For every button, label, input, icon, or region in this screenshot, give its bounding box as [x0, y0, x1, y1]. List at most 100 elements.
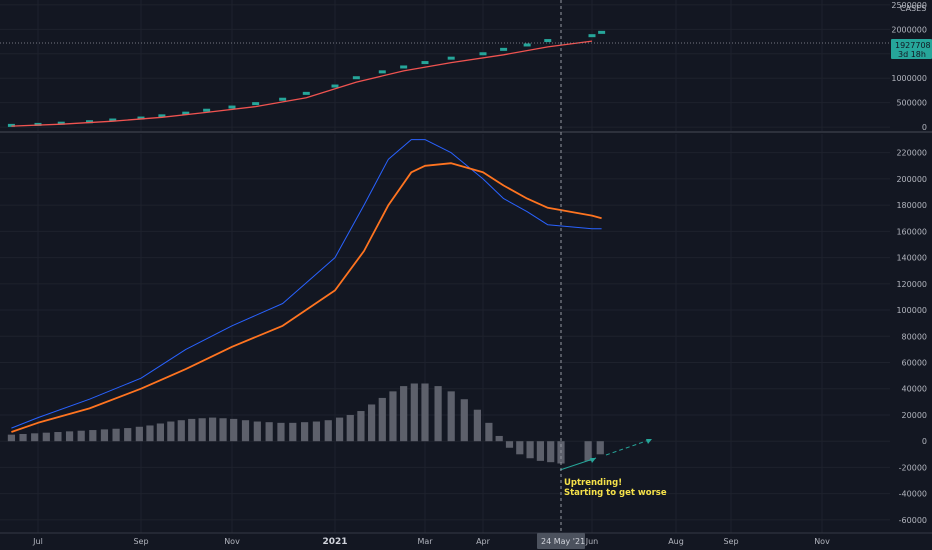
histogram-bar: [301, 422, 309, 442]
bottom-y-tick: -40000: [899, 490, 927, 499]
trend-arrows: [559, 438, 653, 471]
histogram-bar: [146, 425, 154, 442]
cases-bar: [598, 30, 606, 34]
crosshair-date: 24 May '21: [541, 537, 585, 546]
cases-line: [11, 40, 593, 127]
bottom-y-tick: 40000: [902, 385, 927, 394]
cases-bar: [352, 76, 360, 80]
histogram-bar: [124, 428, 132, 442]
bottom-pane[interactable]: [0, 134, 890, 533]
histogram-bar: [584, 441, 592, 461]
top-y-tick: 0: [922, 123, 927, 132]
cases-bar: [252, 102, 260, 106]
crosshair-label: 24 May '21: [537, 533, 585, 549]
histogram-bar: [219, 418, 227, 442]
histogram-bar: [473, 409, 481, 442]
x-tick: Jun: [585, 537, 599, 546]
top-y-tick: 500000: [896, 99, 927, 108]
histogram-bar: [89, 430, 97, 442]
bottom-y-tick: 60000: [902, 359, 927, 368]
histogram-bar: [198, 418, 206, 442]
cases-bar: [7, 123, 15, 127]
annotation-starting-worse: Starting to get worse: [564, 488, 667, 498]
histogram-bar: [177, 420, 185, 442]
bottom-y-tick: 180000: [896, 201, 927, 210]
histogram-bar: [410, 383, 418, 442]
cases-bar: [109, 118, 117, 122]
histogram-bar: [447, 391, 455, 442]
price-badge: 1927708 3d 18h: [891, 39, 932, 59]
cases-bar: [137, 116, 145, 120]
histogram-bar: [357, 411, 365, 442]
crosshair-label-bg: [537, 533, 585, 549]
histogram-bar: [526, 441, 534, 459]
x-tick: Sep: [723, 537, 738, 546]
arrow-dashed: [605, 438, 653, 456]
annotation-uptrending: Uptrending!: [564, 478, 622, 488]
top-pane[interactable]: [0, 0, 890, 131]
histogram-bar: [400, 386, 408, 442]
histogram-bar: [253, 421, 261, 442]
histogram-bars: [7, 383, 604, 464]
cases-bar: [400, 65, 408, 69]
bottom-y-tick: 0: [922, 437, 927, 446]
histogram-bar: [230, 418, 238, 442]
histogram-bar: [42, 432, 50, 442]
axis-header: CASES: [900, 4, 926, 13]
histogram-bar: [596, 441, 604, 455]
cases-bar: [500, 47, 508, 51]
histogram-bar: [265, 422, 273, 442]
top-y-tick: 2000000: [891, 25, 927, 34]
histogram-bar: [54, 432, 62, 442]
histogram-bar: [516, 441, 524, 455]
histogram-bar: [378, 397, 386, 442]
bottom-y-tick: 100000: [896, 306, 927, 315]
histogram-bar: [209, 417, 217, 442]
arrow-solid: [559, 457, 597, 471]
x-tick: Nov: [224, 537, 240, 546]
cases-bar: [86, 120, 93, 124]
x-tick: Sep: [133, 537, 148, 546]
histogram-bar: [434, 386, 442, 442]
cases-bar: [158, 114, 166, 118]
histogram-bar: [19, 433, 27, 442]
histogram-bar: [156, 423, 164, 442]
bottom-y-axis[interactable]: -60000 -40000 -20000 0 20000 40000 60000 80000 1…: [896, 149, 927, 525]
histogram-bar: [495, 435, 503, 442]
histogram-bar: [324, 420, 332, 442]
histogram-bar: [167, 421, 175, 442]
bottom-y-tick: 220000: [896, 149, 927, 158]
cases-bar: [523, 43, 531, 47]
histogram-bar: [505, 441, 514, 448]
histogram-bar: [100, 429, 109, 442]
arrow-solid-head: [590, 458, 596, 463]
cases-bar: [57, 121, 65, 125]
cases-bar: [203, 108, 211, 112]
cases-bar: [34, 122, 42, 126]
bottom-y-tick: 160000: [896, 227, 927, 236]
top-y-axis[interactable]: 05000001000000150000020000002500000: [891, 1, 927, 132]
bottom-y-tick: -20000: [899, 463, 927, 472]
histogram-bar: [65, 431, 74, 442]
histogram-bar: [485, 422, 493, 442]
histogram-bar: [421, 383, 429, 442]
bottom-y-tick: 200000: [896, 175, 927, 184]
cases-bar: [378, 70, 386, 74]
histogram-bar: [536, 441, 544, 461]
arrow-dashed-head: [646, 439, 652, 444]
histogram-bar: [335, 417, 344, 442]
cases-ma-line: [11, 40, 593, 127]
top-y-tick: 2500000: [891, 1, 927, 10]
price-badge-sublabel: 3d 18h: [898, 50, 926, 59]
histogram-bar: [135, 426, 143, 442]
x-axis[interactable]: JulSepNov2021MarAprMayJunAugSepNov: [32, 537, 830, 547]
x-tick: Aug: [668, 537, 684, 546]
cases-bar: [588, 34, 596, 38]
histogram-bar: [368, 404, 376, 442]
x-tick: Mar: [417, 537, 433, 546]
cases-bar: [279, 97, 287, 101]
bottom-y-tick: 80000: [902, 332, 927, 341]
fast-line: [11, 139, 602, 429]
histogram-bar: [188, 418, 196, 442]
